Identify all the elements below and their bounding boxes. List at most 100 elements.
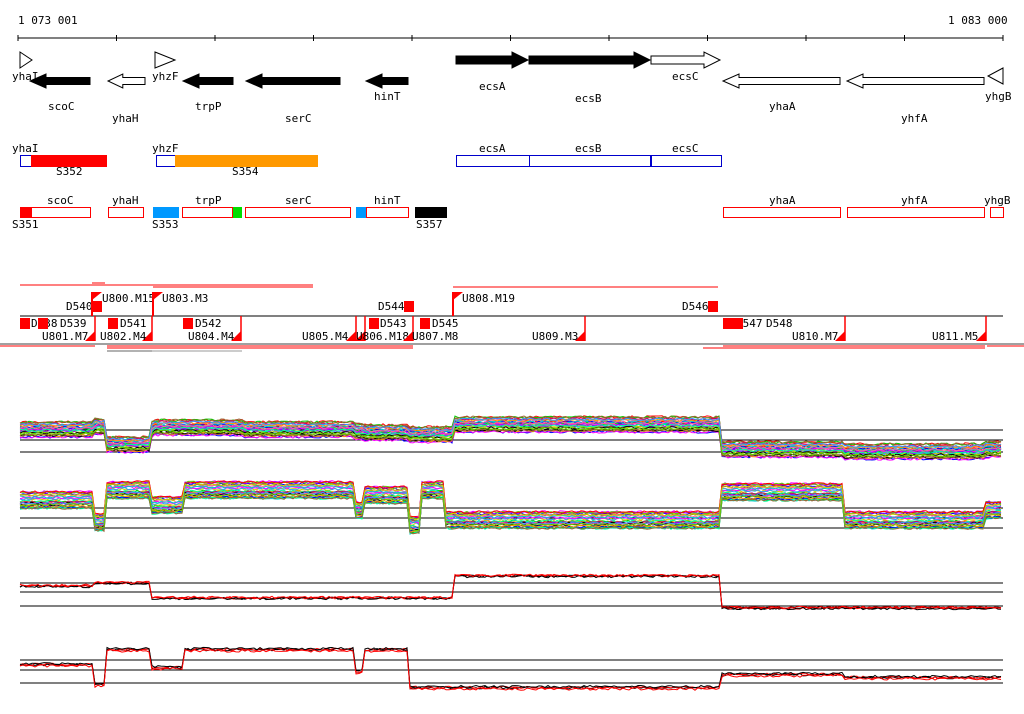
- segment-box-yhfA: [847, 207, 985, 218]
- gene-label: yhgB: [985, 90, 1012, 103]
- expression-trace: [19, 480, 1002, 519]
- segment-box-ecsA: [456, 155, 530, 167]
- feature-label: U809.M3: [532, 330, 578, 343]
- deletion-marker: [108, 318, 118, 329]
- deletion-marker: [20, 318, 30, 329]
- deletion-marker: [369, 318, 379, 329]
- gene-arrow-yhzF: [154, 51, 177, 69]
- feature-label: D542: [195, 317, 222, 330]
- deletion-marker: [404, 301, 414, 312]
- segment-S353: [153, 207, 179, 218]
- terminator-marker-flag: [85, 331, 95, 341]
- axis-start-label: 1 073 001: [18, 14, 78, 27]
- feature-label: U801.M7: [42, 330, 88, 343]
- segment-S351: [20, 207, 32, 218]
- expression-trace: [19, 417, 1002, 448]
- expression-trace: [19, 482, 1002, 521]
- gene-label: yhzF: [152, 70, 179, 83]
- segment-box-trpP: [182, 207, 233, 218]
- segment-blue: [356, 207, 367, 218]
- promoter-marker-flag: [92, 292, 102, 300]
- terminator-marker-flag: [142, 331, 152, 341]
- gene-arrow-hinT: [364, 73, 409, 89]
- promoter-marker-flag: [153, 292, 163, 300]
- gene-label: scoC: [48, 100, 75, 113]
- deletion-marker: [38, 318, 48, 329]
- segment-box-scoC: [31, 207, 91, 218]
- deletion-marker: [733, 318, 743, 329]
- feature-label: U810.M7: [792, 330, 838, 343]
- segment-label: S354: [232, 165, 259, 178]
- terminator-marker-flag: [346, 331, 356, 341]
- expression-trace: [19, 492, 1002, 532]
- gene-label: trpP: [195, 100, 222, 113]
- feature-label: D545: [432, 317, 459, 330]
- segment-box-yhaH: [108, 207, 144, 218]
- gene-label: yhaA: [769, 100, 796, 113]
- expression-trace: [19, 426, 1002, 458]
- coordinate-axis: 1 073 001 1 083 000: [0, 14, 1024, 345]
- segment-box-hinT: [366, 207, 409, 218]
- segment-gene-label: yhgB: [984, 194, 1011, 207]
- expression-trace: [19, 496, 1002, 535]
- expression-trace: [19, 428, 1002, 460]
- segment-gene-label: trpP: [195, 194, 222, 207]
- gene-label: serC: [285, 112, 312, 125]
- segment-S357: [415, 207, 447, 218]
- terminator-marker-flag: [575, 331, 585, 341]
- feature-label: U802.M4: [100, 330, 147, 343]
- terminator-marker-flag: [835, 331, 845, 341]
- segment-box-ecsB: [529, 155, 651, 167]
- expression-trace: [19, 573, 1002, 610]
- gene-arrow-yhfA: [845, 73, 985, 89]
- segment-gene-label: ecsC: [672, 142, 699, 155]
- segment-gene-label: yhzF: [152, 142, 179, 155]
- segment-gene-label: serC: [285, 194, 312, 207]
- terminator-marker-flag: [355, 331, 365, 341]
- segment-box-ecsC: [651, 155, 722, 167]
- gene-label: yhaH: [112, 112, 139, 125]
- deletion-marker: [420, 318, 430, 329]
- gene-label: ecsC: [672, 70, 699, 83]
- gene-label: ecsA: [479, 80, 506, 93]
- segment-label: S351: [12, 218, 39, 231]
- feature-label: D541: [120, 317, 147, 330]
- gene-track: yhaIscoCyhaHyhzFtrpPserChinTecsAecsBecsC…: [12, 51, 1012, 125]
- segment-gene-label: scoC: [47, 194, 74, 207]
- segment-box-yhzF: [156, 155, 176, 167]
- feature-track: D540U800.M15U803.M3D544U808.M19D546D538D…: [0, 282, 1024, 352]
- feature-label: D539: [60, 317, 87, 330]
- feature-label: U806.M18: [356, 330, 409, 343]
- deletion-marker: [723, 318, 733, 329]
- gene-arrow-ecsA: [455, 51, 530, 69]
- segment-green: [233, 207, 242, 218]
- gene-label: hinT: [374, 90, 401, 103]
- gene-label: yhfA: [901, 112, 928, 125]
- segment-tracks: yhaI yhzF ecsA ecsB ecsC S352 S354 scoC yhaH trpP…: [12, 142, 1011, 231]
- expression-trace: [19, 415, 1002, 447]
- feature-label: D548: [766, 317, 793, 330]
- feature-label: U807.M8: [412, 330, 458, 343]
- segment-S354: [175, 155, 318, 167]
- axis-end-label: 1 083 000: [948, 14, 1008, 27]
- gene-arrow-yhaI: [19, 51, 33, 69]
- segment-label: S352: [56, 165, 83, 178]
- feature-label: D540: [66, 300, 93, 313]
- segment-gene-label: yhaI: [12, 142, 39, 155]
- terminator-marker-flag: [403, 331, 413, 341]
- gene-arrow-ecsC: [650, 51, 722, 69]
- segment-gene-label: ecsB: [575, 142, 602, 155]
- gene-label: ecsB: [575, 92, 602, 105]
- expression-trace: [19, 430, 1002, 461]
- expression-trace: [19, 420, 1002, 452]
- segment-box-yhaI: [20, 155, 32, 167]
- promoter-marker-flag: [453, 292, 463, 300]
- deletion-marker: [92, 301, 102, 312]
- expression-trace: [19, 649, 1002, 691]
- segment-box-serC: [245, 207, 351, 218]
- expression-traces: [19, 415, 1003, 691]
- expression-trace: [19, 415, 1002, 446]
- expression-trace: [19, 422, 1002, 453]
- gene-arrow-ecsB: [528, 51, 652, 69]
